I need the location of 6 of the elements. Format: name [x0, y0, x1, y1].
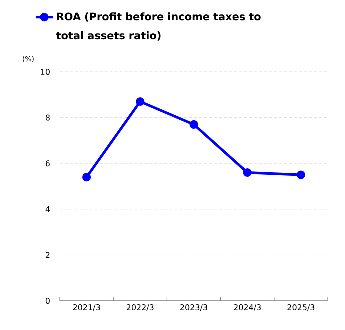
legend-label: ROA (Profit before income taxes to total assets ratio)	[56, 12, 261, 41]
point	[82, 173, 92, 182]
point	[190, 120, 198, 129]
point	[243, 168, 252, 178]
point	[296, 170, 306, 180]
point	[136, 97, 145, 106]
